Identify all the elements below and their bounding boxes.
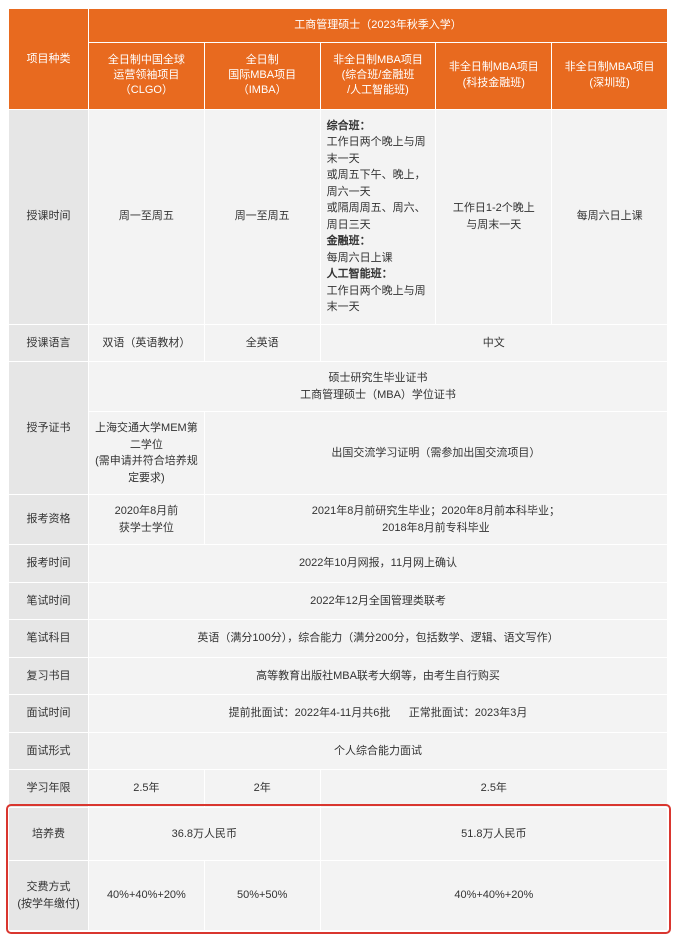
- review-books-all: 高等教育出版社MBA联考大纲等，由考生自行购买: [89, 657, 668, 695]
- row-review-books: 复习书目 高等教育出版社MBA联考大纲等，由考生自行购买: [9, 657, 668, 695]
- program-col-3: 非全日制MBA项目 (综合班/金融班 /人工智能班): [320, 42, 436, 109]
- row-interview-format: 面试形式 个人综合能力面试: [9, 732, 668, 770]
- duration-c1: 2.5年: [89, 770, 205, 808]
- row-duration: 学习年限 2.5年 2年 2.5年: [9, 770, 668, 808]
- label-tuition: 培养费: [9, 807, 89, 861]
- eligibility-c2345: 2021年8月前研究生毕业；2020年8月前本科毕业； 2018年8月前专科毕业: [204, 495, 667, 545]
- label-certificate: 授予证书: [9, 362, 89, 495]
- row-certificate-bottom: 上海交通大学MEM第二学位 (需申请并符合培养规定要求) 出国交流学习证明（需参…: [9, 412, 668, 495]
- payment-c345: 40%+40%+20%: [320, 861, 667, 931]
- label-eligibility: 报考资格: [9, 495, 89, 545]
- row-tuition: 培养费 36.8万人民币 51.8万人民币: [9, 807, 668, 861]
- language-c2: 全英语: [204, 324, 320, 362]
- row-exam-subjects: 笔试科目 英语（满分100分），综合能力（满分200分，包括数学、逻辑、语文写作…: [9, 620, 668, 658]
- label-review-books: 复习书目: [9, 657, 89, 695]
- language-c1: 双语（英语教材）: [89, 324, 205, 362]
- table-wrapper: 项目种类 工商管理硕士（2023年秋季入学） 全日制中国全球 运营领袖项目 （C…: [8, 8, 668, 931]
- program-col-4: 非全日制MBA项目 (科技金融班): [436, 42, 552, 109]
- exam-subjects-all: 英语（满分100分），综合能力（满分200分，包括数学、逻辑、语文写作）: [89, 620, 668, 658]
- schedule-c2: 周一至周五: [204, 109, 320, 324]
- exam-time-all: 2022年12月全国管理类联考: [89, 582, 668, 620]
- label-schedule: 授课时间: [9, 109, 89, 324]
- label-duration: 学习年限: [9, 770, 89, 808]
- duration-c345: 2.5年: [320, 770, 667, 808]
- row-exam-time: 笔试时间 2022年12月全国管理类联考: [9, 582, 668, 620]
- row-eligibility: 报考资格 2020年8月前 获学士学位 2021年8月前研究生毕业；2020年8…: [9, 495, 668, 545]
- language-c345: 中文: [320, 324, 667, 362]
- label-interview-time: 面试时间: [9, 695, 89, 733]
- tuition-c345: 51.8万人民币: [320, 807, 667, 861]
- duration-c2: 2年: [204, 770, 320, 808]
- label-payment: 交费方式 (按学年缴付): [9, 861, 89, 931]
- row-apply-time: 报考时间 2022年10月网报，11月网上确认: [9, 545, 668, 583]
- label-exam-time: 笔试时间: [9, 582, 89, 620]
- interview-time-all: 提前批面试：2022年4-11月共6批 正常批面试：2023年3月: [89, 695, 668, 733]
- header-title: 工商管理硕士（2023年秋季入学）: [89, 9, 668, 43]
- payment-c2: 50%+50%: [204, 861, 320, 931]
- certificate-c1: 上海交通大学MEM第二学位 (需申请并符合培养规定要求): [89, 412, 205, 495]
- label-language: 授课语言: [9, 324, 89, 362]
- eligibility-c1: 2020年8月前 获学士学位: [89, 495, 205, 545]
- schedule-c4: 工作日1-2个晚上 与周末一天: [436, 109, 552, 324]
- interview-right: 正常批面试：2023年3月: [409, 707, 528, 719]
- program-col-5: 非全日制MBA项目 (深圳班): [552, 42, 668, 109]
- row-payment: 交费方式 (按学年缴付) 40%+40%+20% 50%+50% 40%+40%…: [9, 861, 668, 931]
- payment-c1: 40%+40%+20%: [89, 861, 205, 931]
- label-interview-format: 面试形式: [9, 732, 89, 770]
- mba-program-table: 项目种类 工商管理硕士（2023年秋季入学） 全日制中国全球 运营领袖项目 （C…: [8, 8, 668, 931]
- header-row-label: 项目种类: [9, 9, 89, 110]
- interview-left: 提前批面试：2022年4-11月共6批: [229, 707, 391, 719]
- program-col-1: 全日制中国全球 运营领袖项目 （CLGO）: [89, 42, 205, 109]
- program-col-2: 全日制 国际MBA项目 （IMBA）: [204, 42, 320, 109]
- schedule-c1: 周一至周五: [89, 109, 205, 324]
- certificate-top: 硕士研究生毕业证书 工商管理硕士（MBA）学位证书: [89, 362, 668, 412]
- label-exam-subjects: 笔试科目: [9, 620, 89, 658]
- tuition-c12: 36.8万人民币: [89, 807, 321, 861]
- schedule-c5: 每周六日上课: [552, 109, 668, 324]
- row-certificate-top: 授予证书 硕士研究生毕业证书 工商管理硕士（MBA）学位证书: [9, 362, 668, 412]
- row-schedule: 授课时间 周一至周五 周一至周五 综合班：工作日两个晚上与周末一天或周五下午、晚…: [9, 109, 668, 324]
- row-language: 授课语言 双语（英语教材） 全英语 中文: [9, 324, 668, 362]
- interview-format-all: 个人综合能力面试: [89, 732, 668, 770]
- certificate-c2345: 出国交流学习证明（需参加出国交流项目）: [204, 412, 667, 495]
- schedule-c3: 综合班：工作日两个晚上与周末一天或周五下午、晚上，周六一天或隔周周五、周六、周日…: [320, 109, 436, 324]
- label-apply-time: 报考时间: [9, 545, 89, 583]
- apply-time-all: 2022年10月网报，11月网上确认: [89, 545, 668, 583]
- row-interview-time: 面试时间 提前批面试：2022年4-11月共6批 正常批面试：2023年3月: [9, 695, 668, 733]
